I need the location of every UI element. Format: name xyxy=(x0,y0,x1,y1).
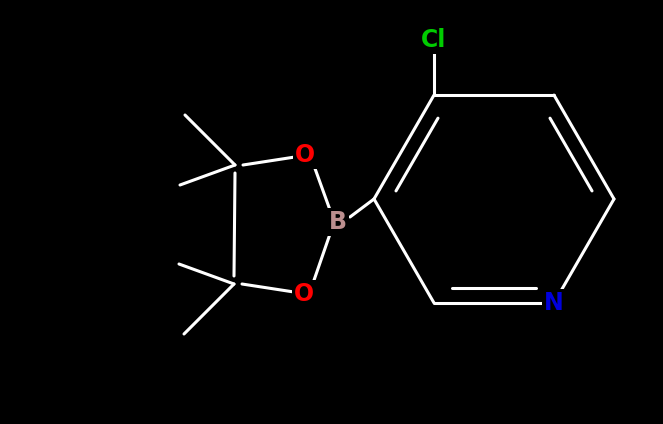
Text: O: O xyxy=(294,282,314,306)
Text: N: N xyxy=(544,291,564,315)
Text: O: O xyxy=(295,143,315,167)
Text: B: B xyxy=(329,210,347,234)
Text: Cl: Cl xyxy=(421,28,447,52)
